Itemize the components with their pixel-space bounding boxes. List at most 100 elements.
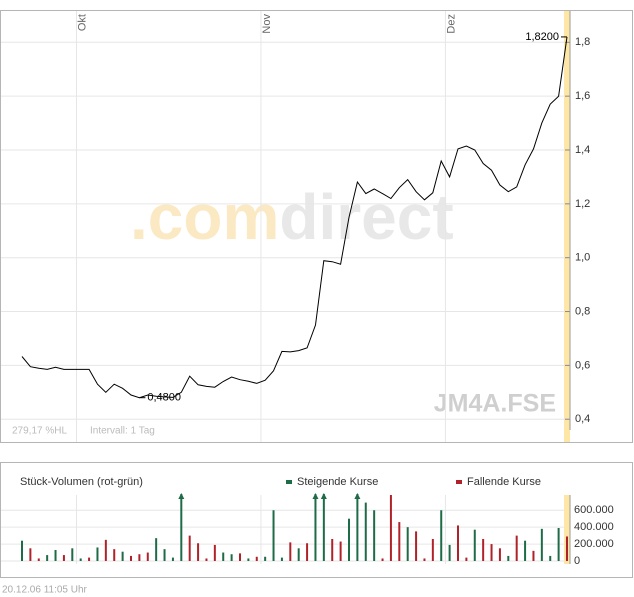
footer: 20.12.06 11:05 Uhr — [2, 585, 88, 596]
overflow-arrow — [320, 493, 327, 499]
volume-bar — [46, 555, 49, 561]
volume-bar — [130, 555, 132, 561]
volume-bar — [348, 518, 350, 561]
volume-title: Stück-Volumen (rot-grün) — [20, 476, 143, 488]
legend-label: Steigende Kurse — [297, 476, 378, 488]
volume-bar — [373, 510, 376, 561]
volume-bar — [289, 542, 292, 561]
volume-bar — [566, 536, 568, 561]
current-day-band — [564, 11, 570, 442]
legend-label: Fallende Kurse — [467, 476, 541, 488]
volume-bar — [113, 549, 116, 561]
volume-bar — [507, 555, 510, 561]
volume-bar — [171, 557, 174, 561]
volume-bar — [180, 494, 183, 561]
volume-bar — [406, 527, 409, 561]
y-tick-label: 1,0 — [575, 252, 590, 264]
volume-bar — [490, 544, 493, 561]
overflow-arrow — [312, 493, 319, 499]
volume-bar — [71, 548, 74, 561]
volume-bar — [356, 494, 359, 561]
watermark-direct: direct — [279, 181, 453, 253]
volume-bar — [205, 558, 208, 561]
price-line — [21, 36, 568, 399]
y-tick-label: 1,8 — [575, 36, 590, 48]
volume-bar — [549, 555, 552, 561]
y-tick-label: 0,6 — [575, 359, 590, 371]
volume-bar — [440, 510, 443, 561]
volume-bar — [272, 510, 275, 561]
symbol: JM4A.FSE — [434, 390, 556, 418]
y-tick-label: 0,8 — [575, 305, 590, 317]
volume-bar — [255, 556, 258, 561]
overflow-arrow — [178, 493, 185, 499]
value-label: 1,8200 — [525, 31, 559, 43]
watermark: .comdirect — [130, 181, 454, 253]
volume-bar — [465, 557, 468, 561]
volume-bar — [239, 553, 241, 561]
volume-bar — [79, 558, 82, 561]
volume-bar — [230, 554, 233, 561]
volume-bar — [88, 557, 91, 561]
y-tick-label: 400.000 — [574, 521, 614, 533]
volume-bar — [415, 531, 418, 561]
bars — [29, 495, 568, 561]
volume-bar — [431, 539, 434, 561]
annotation: 279,17 %HL — [12, 426, 67, 437]
volume-bar — [381, 558, 384, 561]
current-day-band — [564, 495, 570, 564]
volume-bar — [423, 558, 426, 561]
y-tick-label: 1,6 — [575, 90, 590, 102]
value-label: 0,4800 — [147, 392, 181, 404]
volume-bar — [364, 502, 367, 561]
watermark-com: .com — [130, 181, 279, 253]
volume-bar — [532, 550, 535, 561]
volume-bar — [222, 552, 225, 561]
y-tick-label: 600.000 — [574, 504, 614, 516]
volume-bar — [163, 549, 166, 561]
volume-bar — [280, 557, 283, 561]
volume-bar — [314, 494, 317, 561]
volume-bar — [138, 554, 141, 561]
month-label: Okt — [76, 14, 88, 31]
volume-bar — [37, 558, 40, 561]
volume-bar — [297, 548, 300, 561]
volume-bar — [557, 528, 560, 561]
volume-bar — [96, 547, 99, 561]
y-tick-label: 1,4 — [575, 144, 590, 156]
volume-bar — [482, 539, 485, 561]
bars — [21, 494, 560, 561]
volume-bar — [121, 551, 124, 561]
y-tick-label: 0 — [574, 555, 580, 567]
overflow-arrow — [354, 493, 361, 499]
volume-bar — [29, 548, 32, 561]
volume-bar — [21, 540, 23, 561]
volume-bar — [331, 539, 334, 561]
volume-bar — [389, 495, 392, 561]
volume-bar — [146, 552, 149, 561]
volume-bar — [524, 540, 527, 561]
volume-bar — [398, 522, 401, 561]
volume-bar — [448, 544, 451, 561]
volume-bar — [54, 550, 57, 561]
volume-bar — [515, 535, 518, 561]
volume-bar — [104, 539, 107, 561]
volume-bar — [473, 529, 476, 561]
price-frame — [0, 10, 633, 443]
annotation: Intervall: 1 Tag — [90, 426, 155, 437]
volume-bar — [264, 556, 267, 561]
volume-bar — [213, 544, 216, 561]
month-label: Dez — [445, 14, 457, 34]
legend-marker — [286, 480, 292, 484]
volume-bar — [540, 528, 543, 561]
y-tick-label: 1,2 — [575, 198, 590, 210]
volume-bar — [247, 558, 250, 561]
legend-marker — [456, 480, 462, 484]
volume-bar — [498, 548, 501, 561]
volume-bar — [188, 535, 191, 561]
volume-bar — [322, 494, 325, 561]
volume-bar — [457, 525, 459, 561]
volume-bar — [339, 541, 342, 561]
month-label: Nov — [261, 14, 273, 34]
